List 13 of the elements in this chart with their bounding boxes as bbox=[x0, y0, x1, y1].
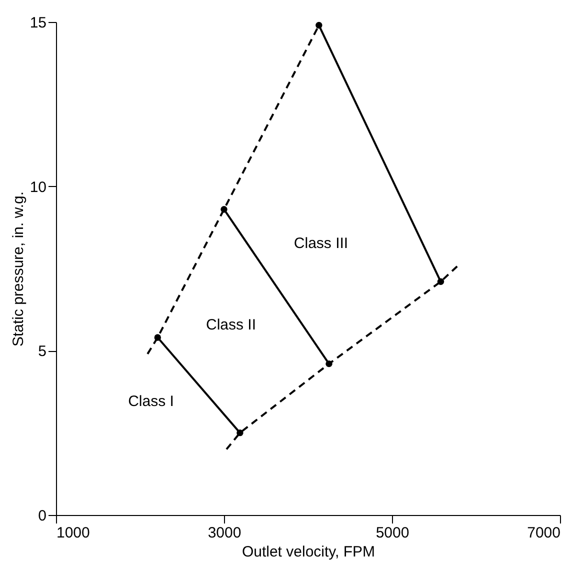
x-axis-title: Outlet velocity, FPM bbox=[242, 544, 376, 560]
annotation: Class I bbox=[128, 393, 174, 410]
annotation: Class II bbox=[206, 316, 256, 334]
y-tick-label: 5 bbox=[38, 343, 46, 360]
x-tick-label: 5000 bbox=[376, 524, 410, 542]
x-tick-label: 7000 bbox=[527, 524, 560, 542]
y-axis-title: Static pressure, in. w.g. bbox=[10, 191, 27, 347]
y-tick-label: 15 bbox=[30, 14, 46, 32]
annotation: Class III bbox=[294, 234, 348, 252]
x-tick-label: 1000 bbox=[56, 524, 90, 542]
x-tick-label: 3000 bbox=[208, 524, 242, 542]
y-tick-label: 0 bbox=[38, 508, 46, 524]
y-tick-label: 10 bbox=[30, 178, 46, 196]
